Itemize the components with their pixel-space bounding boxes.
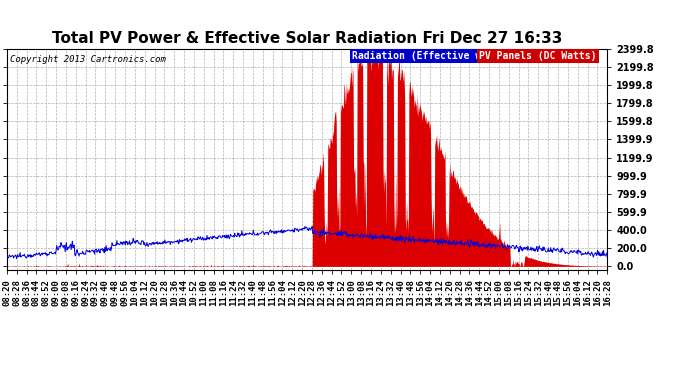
Text: Radiation (Effective w/m2): Radiation (Effective w/m2) — [352, 51, 505, 61]
Text: Copyright 2013 Cartronics.com: Copyright 2013 Cartronics.com — [10, 56, 166, 64]
Text: PV Panels (DC Watts): PV Panels (DC Watts) — [480, 51, 597, 61]
Title: Total PV Power & Effective Solar Radiation Fri Dec 27 16:33: Total PV Power & Effective Solar Radiati… — [52, 31, 562, 46]
